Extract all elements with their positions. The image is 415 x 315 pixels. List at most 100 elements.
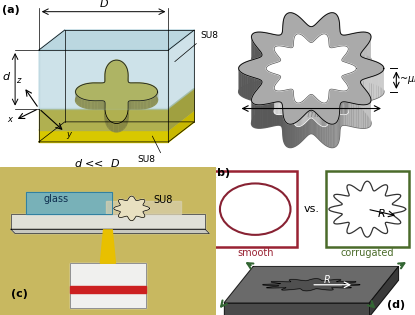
Polygon shape [349, 34, 352, 58]
Polygon shape [346, 90, 347, 114]
Polygon shape [281, 33, 282, 58]
Polygon shape [300, 18, 302, 43]
Polygon shape [378, 63, 380, 87]
Polygon shape [252, 59, 254, 83]
Polygon shape [338, 17, 339, 42]
Polygon shape [279, 75, 280, 99]
Polygon shape [274, 102, 276, 126]
Polygon shape [342, 61, 343, 85]
Polygon shape [340, 103, 341, 127]
Polygon shape [273, 63, 275, 87]
Polygon shape [70, 286, 146, 293]
Polygon shape [272, 64, 273, 88]
Text: (d): (d) [386, 301, 405, 311]
Polygon shape [311, 26, 312, 50]
Polygon shape [286, 90, 287, 113]
Polygon shape [362, 57, 364, 81]
Polygon shape [252, 102, 253, 127]
Polygon shape [327, 36, 328, 60]
Polygon shape [315, 97, 316, 121]
Polygon shape [243, 62, 245, 87]
Polygon shape [258, 105, 260, 128]
Polygon shape [336, 47, 337, 70]
Polygon shape [280, 76, 281, 100]
Polygon shape [280, 61, 281, 84]
Polygon shape [323, 34, 324, 57]
Polygon shape [256, 32, 258, 56]
Polygon shape [306, 39, 308, 63]
Polygon shape [261, 56, 262, 80]
Polygon shape [343, 75, 344, 99]
Polygon shape [275, 52, 276, 77]
Polygon shape [306, 97, 308, 121]
Polygon shape [318, 20, 320, 45]
Polygon shape [308, 41, 309, 65]
Polygon shape [276, 74, 277, 98]
Text: corrugated: corrugated [341, 248, 394, 258]
Polygon shape [287, 123, 288, 147]
Polygon shape [317, 37, 319, 61]
Text: D: D [99, 0, 108, 9]
Polygon shape [300, 117, 302, 142]
Polygon shape [283, 46, 284, 70]
Polygon shape [253, 93, 254, 118]
Polygon shape [323, 103, 324, 126]
Polygon shape [352, 33, 354, 57]
Polygon shape [332, 89, 334, 113]
Polygon shape [322, 102, 323, 126]
Polygon shape [260, 105, 263, 128]
Polygon shape [317, 100, 319, 124]
Polygon shape [256, 105, 258, 128]
Polygon shape [343, 57, 344, 81]
Polygon shape [11, 229, 209, 234]
Polygon shape [286, 122, 287, 146]
Polygon shape [310, 94, 311, 118]
Polygon shape [312, 26, 313, 50]
Polygon shape [314, 40, 315, 65]
Polygon shape [280, 46, 281, 69]
Polygon shape [326, 34, 327, 58]
Polygon shape [295, 14, 297, 38]
Polygon shape [342, 35, 343, 58]
Polygon shape [70, 263, 146, 307]
Polygon shape [11, 214, 205, 229]
Polygon shape [278, 61, 279, 85]
Polygon shape [315, 23, 317, 48]
Polygon shape [337, 46, 339, 70]
Polygon shape [275, 74, 276, 98]
Polygon shape [266, 70, 267, 94]
Polygon shape [277, 75, 278, 98]
Polygon shape [39, 30, 194, 50]
Text: SU8: SU8 [138, 155, 156, 164]
Polygon shape [361, 84, 362, 109]
Text: ~ mm: ~ mm [296, 109, 326, 119]
Polygon shape [370, 39, 371, 65]
Polygon shape [279, 102, 281, 125]
Polygon shape [168, 89, 194, 130]
Polygon shape [330, 124, 332, 148]
Polygon shape [281, 103, 282, 127]
Polygon shape [276, 102, 278, 125]
Polygon shape [247, 76, 250, 100]
Polygon shape [344, 62, 346, 86]
Polygon shape [292, 89, 293, 113]
Polygon shape [281, 91, 283, 114]
Text: ~$\mu m$: ~$\mu m$ [399, 74, 415, 86]
Text: R: R [378, 209, 386, 219]
Polygon shape [268, 103, 270, 127]
Polygon shape [313, 41, 314, 65]
Polygon shape [295, 122, 297, 146]
Polygon shape [336, 122, 337, 146]
Polygon shape [26, 192, 112, 214]
Polygon shape [311, 94, 312, 118]
Polygon shape [279, 57, 280, 82]
Polygon shape [369, 266, 398, 315]
Polygon shape [349, 63, 350, 87]
Polygon shape [312, 94, 313, 118]
Polygon shape [336, 90, 337, 114]
Polygon shape [361, 32, 364, 55]
Polygon shape [309, 111, 310, 135]
Polygon shape [277, 91, 278, 114]
Polygon shape [332, 124, 333, 148]
Polygon shape [345, 82, 346, 106]
